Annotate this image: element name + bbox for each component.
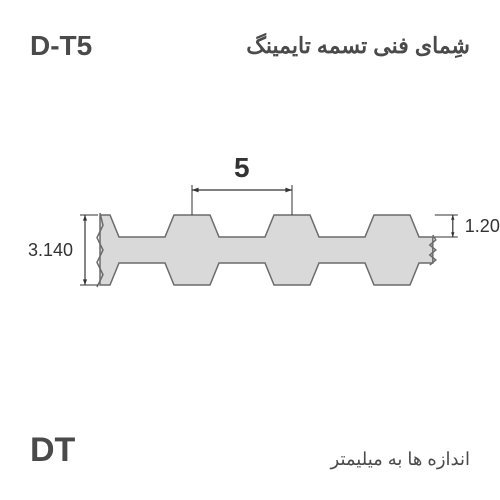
belt-profile-svg xyxy=(0,140,500,340)
technical-diagram: 5 3.140 1.20 xyxy=(0,140,500,340)
header: D-T5 شِمای فنی تسمه تایمینگ xyxy=(0,30,500,62)
product-code: D-T5 xyxy=(30,30,92,62)
pitch-dimension-label: 5 xyxy=(234,152,250,184)
footer: DT اندازه ها به میلیمتر xyxy=(0,431,500,470)
brand-code: DT xyxy=(30,431,75,470)
page-title: شِمای فنی تسمه تایمینگ xyxy=(246,33,470,59)
tooth-height-dimension-label: 1.20 xyxy=(465,216,500,237)
units-note: اندازه ها به میلیمتر xyxy=(331,449,470,470)
height-dimension-label: 3.140 xyxy=(28,240,73,261)
